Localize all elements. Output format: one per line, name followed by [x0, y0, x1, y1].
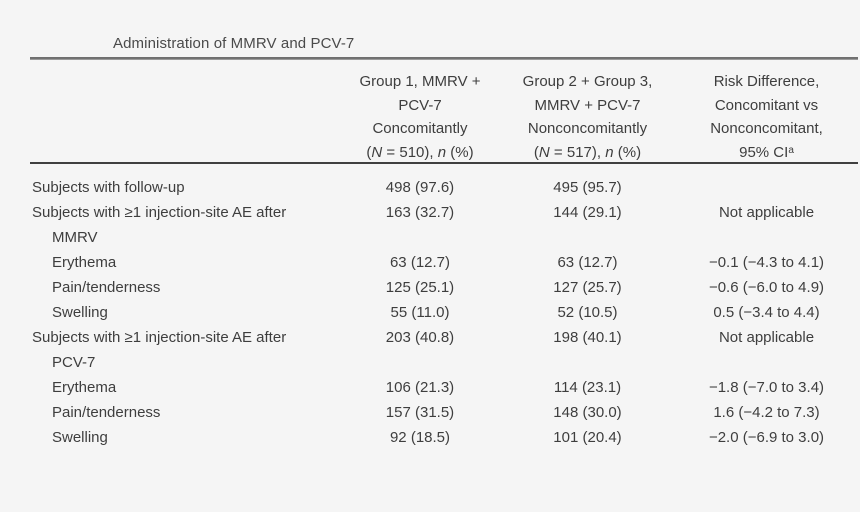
- header-line: Group 1, MMRV +: [359, 73, 481, 90]
- row-label: Pain/tenderness: [52, 279, 161, 296]
- risk-difference-value: [675, 350, 858, 375]
- group1-value: 92 (18.5): [389, 429, 451, 446]
- group2-value: 495 (95.7): [553, 179, 622, 196]
- header-line: Risk Difference,: [713, 73, 820, 90]
- group1-value: 498 (97.6): [385, 179, 455, 196]
- group1-value: [340, 225, 500, 250]
- header-stats-line: (N = 517), n (%): [533, 143, 642, 161]
- table-row: MMRV: [30, 225, 858, 250]
- risk-difference-value: −1.8 (−7.0 to 3.4): [708, 379, 825, 396]
- header-body-rule: [30, 162, 858, 164]
- row-label: Pain/tenderness: [52, 404, 161, 421]
- group2-value: 198 (40.1): [553, 329, 622, 346]
- column-header-risk-difference: Risk Difference, Concomitant vs Nonconco…: [675, 70, 858, 164]
- row-label: Subjects with follow-up: [32, 179, 185, 196]
- risk-difference-value: 1.6 (−4.2 to 7.3): [713, 404, 820, 421]
- header-line: MMRV + PCV-7: [534, 96, 641, 114]
- row-label-continuation: PCV-7: [52, 354, 96, 371]
- risk-difference-value: [675, 225, 858, 250]
- group1-value: 55 (11.0): [390, 304, 450, 321]
- risk-difference-value: Not applicable: [718, 204, 815, 221]
- group2-value: 148 (30.0): [553, 404, 622, 421]
- table-row: Erythema 63 (12.7) 63 (12.7) −0.1 (−4.3 …: [30, 250, 858, 275]
- table-row: Swelling 92 (18.5) 101 (20.4) −2.0 (−6.9…: [30, 425, 858, 450]
- group2-value: [500, 350, 675, 375]
- table-row: PCV-7: [30, 350, 858, 375]
- header-line: Nonconcomitant,: [710, 120, 823, 137]
- table-row: Pain/tenderness 157 (31.5) 148 (30.0) 1.…: [30, 400, 858, 425]
- row-label: Subjects with ≥1 injection-site AE after: [32, 204, 287, 221]
- table-title: Administration of MMRV and PCV-7: [113, 35, 355, 52]
- group1-value: 63 (12.7): [389, 254, 451, 271]
- row-label-column-header: [30, 70, 340, 164]
- risk-difference-value: Not applicable: [718, 329, 815, 346]
- group2-value: 144 (29.1): [553, 204, 622, 221]
- header-line: Concomitantly: [372, 120, 468, 137]
- table-header-row: Group 1, MMRV + PCV-7 Concomitantly (N =…: [30, 70, 858, 164]
- risk-difference-value: −2.0 (−6.9 to 3.0): [708, 429, 825, 446]
- table-row: Pain/tenderness 125 (25.1) 127 (25.7) −0…: [30, 275, 858, 300]
- row-label: Subjects with ≥1 injection-site AE after: [32, 329, 287, 346]
- column-header-group1: Group 1, MMRV + PCV-7 Concomitantly (N =…: [340, 70, 500, 164]
- footnote-marker: a: [788, 144, 794, 156]
- table-row: Subjects with follow-up 498 (97.6) 495 (…: [30, 175, 858, 200]
- row-label: Erythema: [52, 254, 117, 271]
- table-row: Swelling 55 (11.0) 52 (10.5) 0.5 (−3.4 t…: [30, 300, 858, 325]
- header-line: PCV-7: [398, 96, 442, 114]
- group1-value: 125 (25.1): [385, 279, 455, 296]
- table-row: Subjects with ≥1 injection-site AE after…: [30, 325, 858, 350]
- group2-value: 63 (12.7): [557, 254, 618, 271]
- row-label: Swelling: [52, 429, 108, 446]
- risk-difference-value: −0.6 (−6.0 to 4.9): [708, 279, 825, 296]
- header-line: Nonconcomitantly: [527, 120, 648, 137]
- table-top-rule: [30, 57, 858, 60]
- table-body: Subjects with follow-up 498 (97.6) 495 (…: [30, 175, 858, 450]
- group1-value: 203 (40.8): [385, 329, 455, 346]
- row-label: Swelling: [52, 304, 108, 321]
- table-row: Subjects with ≥1 injection-site AE after…: [30, 200, 858, 225]
- risk-difference-value: [675, 175, 858, 200]
- row-label: Erythema: [52, 379, 117, 396]
- risk-difference-value: 0.5 (−3.4 to 4.4): [713, 304, 820, 321]
- group1-value: 163 (32.7): [385, 204, 455, 221]
- group2-value: [500, 225, 675, 250]
- header-stats-line: (N = 510), n (%): [366, 143, 474, 161]
- group2-value: 127 (25.7): [553, 279, 622, 296]
- group1-value: 106 (21.3): [385, 379, 455, 396]
- header-line: Concomitant vs: [714, 96, 819, 114]
- group1-value: 157 (31.5): [385, 404, 455, 421]
- table-row: Erythema 106 (21.3) 114 (23.1) −1.8 (−7.…: [30, 375, 858, 400]
- row-label-continuation: MMRV: [52, 229, 98, 246]
- group2-value: 101 (20.4): [553, 429, 622, 446]
- risk-difference-value: −0.1 (−4.3 to 4.1): [708, 254, 825, 271]
- group1-value: [340, 350, 500, 375]
- header-line: Group 2 + Group 3,: [522, 73, 653, 90]
- header-ci-line: 95% CIa: [739, 143, 794, 161]
- column-header-group2-3: Group 2 + Group 3, MMRV + PCV-7 Nonconco…: [500, 70, 675, 164]
- group2-value: 114 (23.1): [553, 379, 622, 396]
- group2-value: 52 (10.5): [557, 304, 618, 321]
